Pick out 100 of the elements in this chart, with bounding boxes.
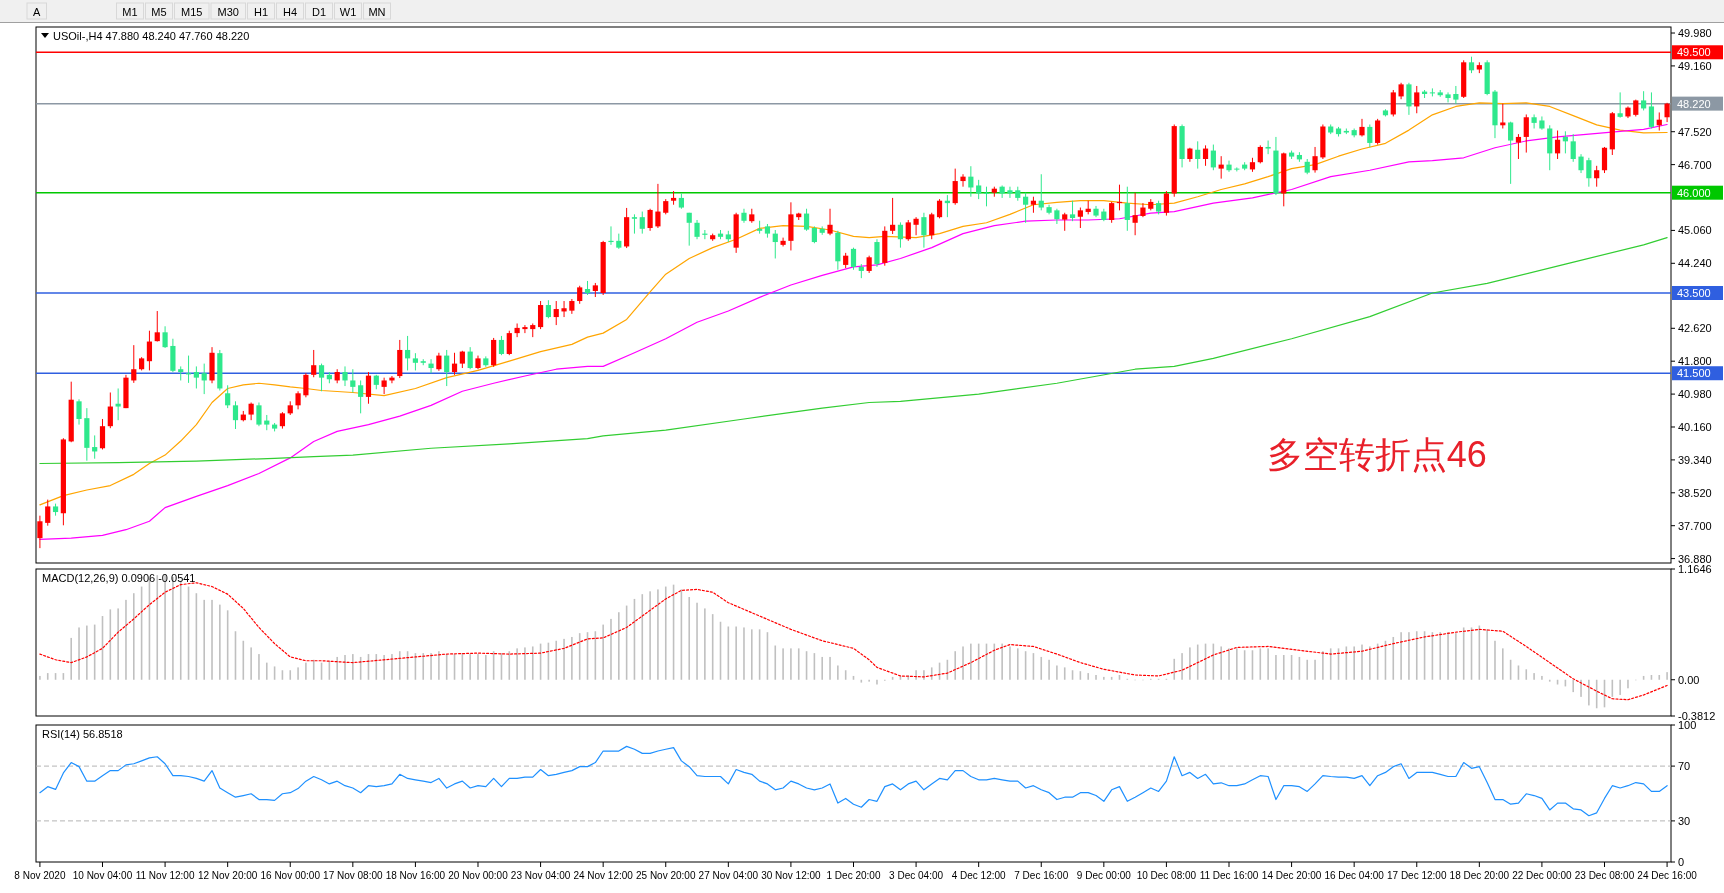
candlestick (1375, 118, 1381, 146)
candlestick (1195, 140, 1201, 170)
candlestick (1594, 165, 1600, 188)
ref-line-label: 48.220 (1677, 97, 1711, 110)
y-tick-label: 39.340 (1678, 453, 1712, 466)
candlestick (295, 390, 301, 410)
candlestick (1038, 173, 1044, 211)
x-tick-label: 3 Dec 04:00 (889, 870, 944, 881)
candlestick (1023, 192, 1029, 224)
candlestick (936, 198, 943, 219)
candlestick (1531, 113, 1537, 129)
text: H4 (282, 5, 298, 18)
x-tick-label: 20 Nov 00:00 (448, 870, 509, 881)
y-tick-label: 41.800 (1678, 355, 1712, 368)
candlestick (311, 349, 317, 378)
x-tick-label: 4 Dec 12:00 (951, 870, 1007, 881)
candlestick (162, 325, 168, 349)
candlestick (467, 346, 473, 370)
y-tick-label: 42.620 (1678, 322, 1712, 335)
candlestick (1265, 140, 1271, 155)
text: M5 (151, 5, 167, 18)
candlestick (514, 322, 520, 338)
candlestick (76, 398, 82, 426)
y-tick-label: 40.160 (1678, 420, 1712, 433)
ref-line-label: 41.500 (1677, 367, 1711, 380)
candlestick (1445, 91, 1451, 103)
candlestick (107, 391, 113, 429)
candlestick (1664, 102, 1670, 123)
candlestick (522, 324, 528, 334)
candlestick (232, 400, 239, 430)
candlestick (381, 377, 387, 395)
candlestick (655, 183, 661, 229)
candlestick (1500, 103, 1506, 129)
candlestick (146, 330, 153, 371)
x-tick-label: 10 Nov 04:00 (72, 870, 133, 881)
y-tick-label: 49.160 (1678, 59, 1712, 72)
candlestick (1062, 212, 1068, 232)
x-tick-label: 7 Dec 16:00 (1014, 870, 1069, 881)
annotation: 多空转折点46 (1266, 433, 1487, 475)
candlestick (1586, 157, 1592, 188)
candlestick (639, 211, 645, 235)
y-tick-label: 0.00 (1678, 673, 1700, 686)
candlestick (444, 349, 450, 387)
y-tick-label: 37.700 (1678, 519, 1712, 532)
ref-line-label: 43.500 (1677, 286, 1711, 299)
candlestick (577, 285, 583, 305)
x-tick-label: 23 Dec 08:00 (1574, 870, 1635, 881)
candlestick (1641, 90, 1647, 111)
candlestick (115, 387, 121, 421)
candlestick (193, 365, 199, 389)
candlestick (913, 216, 919, 236)
candlestick (131, 344, 137, 384)
candlestick (365, 371, 372, 405)
x-tick-label: 27 Nov 04:00 (698, 870, 759, 881)
text: W1 (339, 5, 357, 18)
candlestick (874, 238, 880, 268)
candlestick (1359, 118, 1365, 138)
candlestick (1210, 144, 1216, 171)
candlestick (428, 358, 434, 374)
candlestick (686, 212, 692, 247)
candlestick (1554, 130, 1561, 160)
candlestick (1578, 153, 1584, 174)
candlestick (451, 352, 458, 376)
x-tick-label: 17 Nov 08:00 (323, 870, 384, 881)
candlestick (436, 352, 442, 372)
candlestick (976, 179, 982, 200)
candlestick (99, 418, 106, 450)
y-tick-label: 36.880 (1678, 552, 1712, 565)
ref-line-label: 46.000 (1677, 186, 1711, 199)
x-tick-label: 22 Dec 00:00 (1512, 870, 1573, 881)
y-tick-label: 46.700 (1678, 158, 1712, 171)
candlestick (318, 363, 325, 392)
text: H1 (253, 5, 269, 18)
candlestick (631, 213, 638, 235)
candlestick (358, 379, 364, 414)
y-tick-label: 47.520 (1678, 125, 1712, 138)
line-series (39, 745, 1668, 817)
candlestick (647, 208, 653, 232)
candlestick (1226, 160, 1232, 173)
candlestick (350, 368, 356, 393)
x-tick-label: 18 Dec 20:00 (1449, 870, 1510, 881)
candlestick (897, 221, 904, 249)
candlestick (1648, 91, 1655, 129)
candlestick (929, 212, 935, 240)
candlestick (1077, 207, 1083, 229)
candlestick (1601, 146, 1608, 174)
x-tick-label: 11 Dec 16:00 (1199, 870, 1259, 881)
candlestick (404, 335, 411, 371)
candlestick (154, 310, 160, 343)
candlestick (553, 300, 559, 326)
x-tick-label: 12 Nov 20:00 (197, 870, 258, 881)
candlestick (1007, 186, 1013, 199)
y-tick-label: -0.3812 (1678, 710, 1716, 722)
x-tick-label: 1 Dec 20:00 (826, 870, 881, 881)
x-tick-label: 10 Dec 08:00 (1136, 870, 1197, 881)
x-tick-label: 30 Nov 12:00 (761, 870, 822, 881)
candlestick (803, 208, 810, 232)
candlestick (1367, 123, 1373, 148)
candlestick (905, 219, 911, 242)
candlestick (1453, 85, 1459, 105)
